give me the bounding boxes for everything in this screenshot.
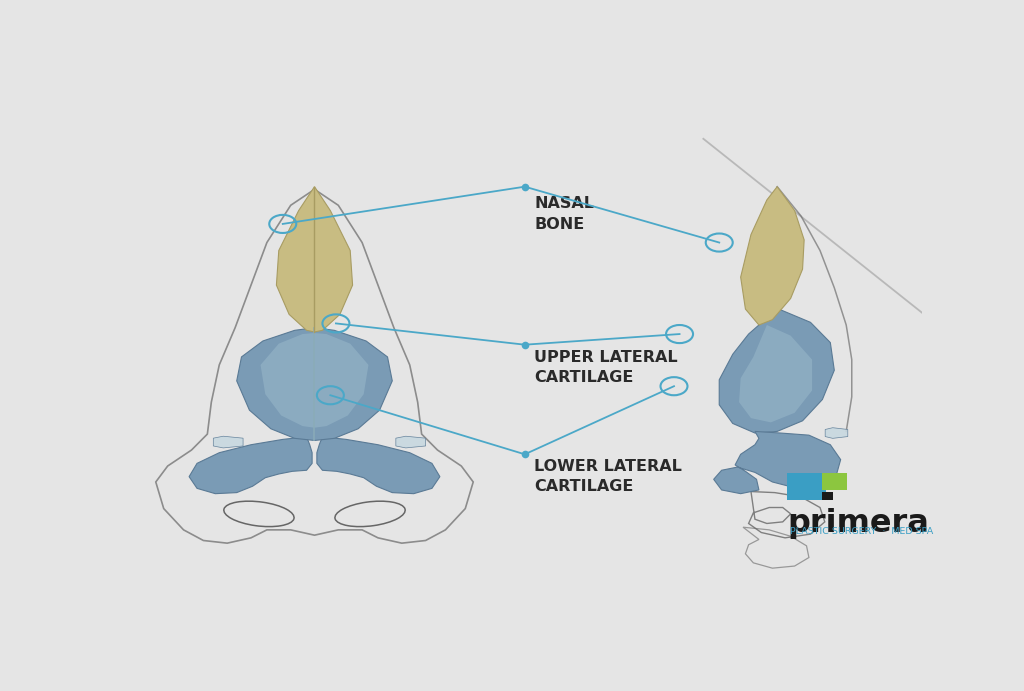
Polygon shape xyxy=(714,431,841,493)
Polygon shape xyxy=(739,325,812,422)
Polygon shape xyxy=(740,187,804,325)
Text: NASAL
BONE: NASAL BONE xyxy=(535,196,594,231)
Polygon shape xyxy=(276,187,352,332)
Text: LOWER LATERAL
CARTILAGE: LOWER LATERAL CARTILAGE xyxy=(535,459,682,494)
Polygon shape xyxy=(719,309,835,433)
Polygon shape xyxy=(825,428,848,438)
Polygon shape xyxy=(260,333,369,428)
Text: PLASTIC SURGERY  ·  MED SPA: PLASTIC SURGERY · MED SPA xyxy=(790,527,933,536)
Polygon shape xyxy=(316,437,440,493)
FancyBboxPatch shape xyxy=(821,492,833,500)
Text: UPPER LATERAL
CARTILAGE: UPPER LATERAL CARTILAGE xyxy=(535,350,678,386)
Text: primera: primera xyxy=(787,508,930,539)
FancyBboxPatch shape xyxy=(786,473,826,500)
Polygon shape xyxy=(237,328,392,440)
FancyBboxPatch shape xyxy=(821,473,847,490)
Polygon shape xyxy=(213,436,243,448)
Polygon shape xyxy=(189,437,312,493)
Polygon shape xyxy=(396,436,426,448)
